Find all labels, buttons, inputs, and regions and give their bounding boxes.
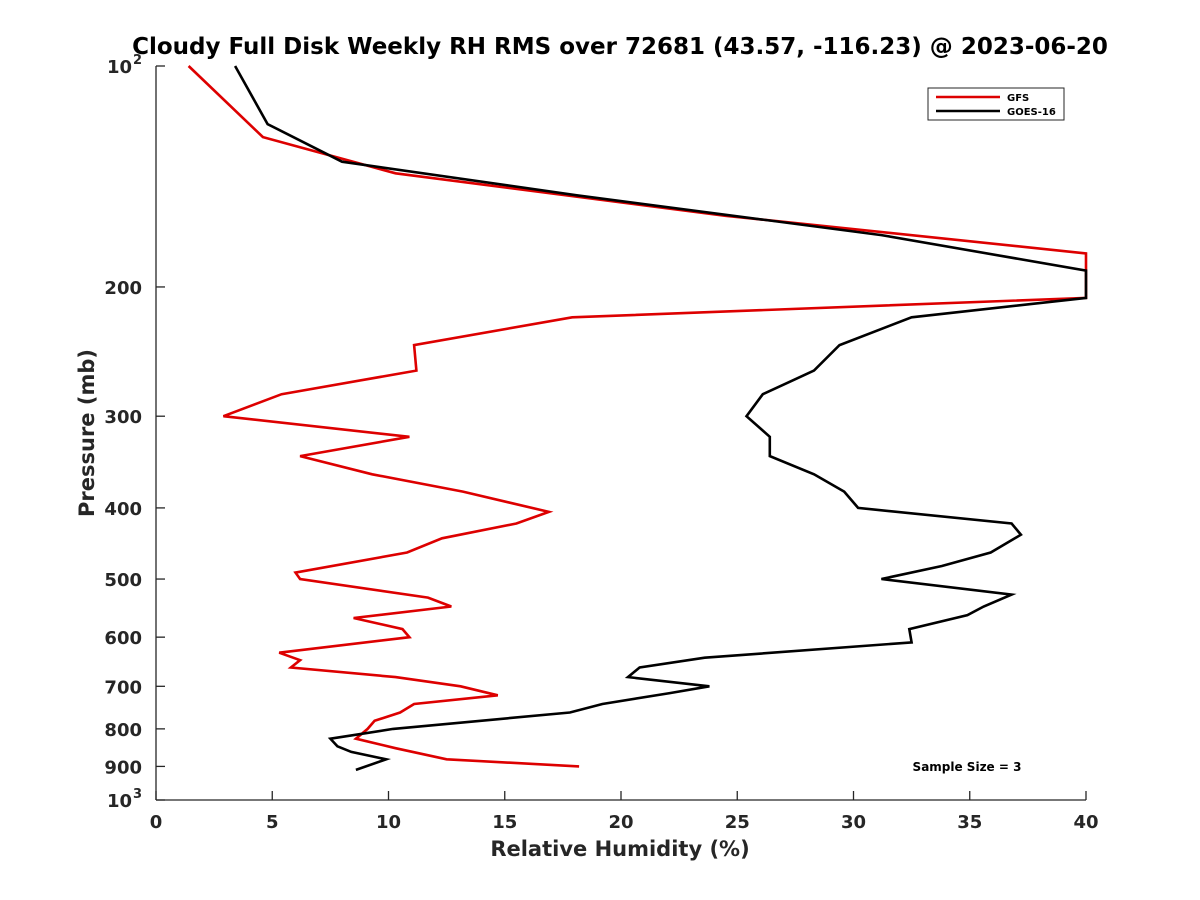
y-tick-exponent: 3 [133, 787, 142, 802]
y-tick-label: 300 [104, 407, 142, 428]
x-tick-label: 25 [725, 812, 750, 833]
x-tick-label: 10 [376, 812, 401, 833]
y-tick-label: 500 [104, 570, 142, 591]
x-tick-label: 40 [1073, 812, 1098, 833]
y-tick-label: 10 [107, 791, 132, 812]
x-tick-label: 5 [266, 812, 279, 833]
series-layer [187, 65, 1088, 772]
y-tick-label: 10 [107, 57, 132, 78]
y-tick-label: 400 [104, 499, 142, 520]
series-line-goes-16 [233, 65, 1088, 772]
x-tick-label: 30 [841, 812, 866, 833]
y-tick-label: 900 [104, 757, 142, 778]
y-tick-label: 600 [104, 628, 142, 649]
chart-title: Cloudy Full Disk Weekly RH RMS over 7268… [132, 34, 1108, 60]
legend-label: GFS [1007, 93, 1029, 104]
y-tick-label: 200 [104, 278, 142, 299]
y-axis-label: Pressure (mb) [75, 349, 99, 517]
legend-box [927, 87, 1065, 121]
legend-label: GOES-16 [1007, 107, 1056, 118]
axes-layer [155, 66, 1086, 801]
series-line-gfs [187, 65, 1088, 768]
x-tick-label: 35 [957, 812, 982, 833]
x-axis-label: Relative Humidity (%) [490, 837, 749, 861]
y-tick-label: 700 [104, 677, 142, 698]
y-tick-exponent: 2 [133, 53, 142, 68]
sample-size-annotation: Sample Size = 3 [913, 760, 1022, 774]
legend: GFS GOES-16 [927, 87, 1065, 121]
x-tick-label: 0 [150, 812, 163, 833]
y-tick-label: 800 [104, 720, 142, 741]
x-tick-label: 15 [492, 812, 517, 833]
x-tick-label: 20 [608, 812, 633, 833]
